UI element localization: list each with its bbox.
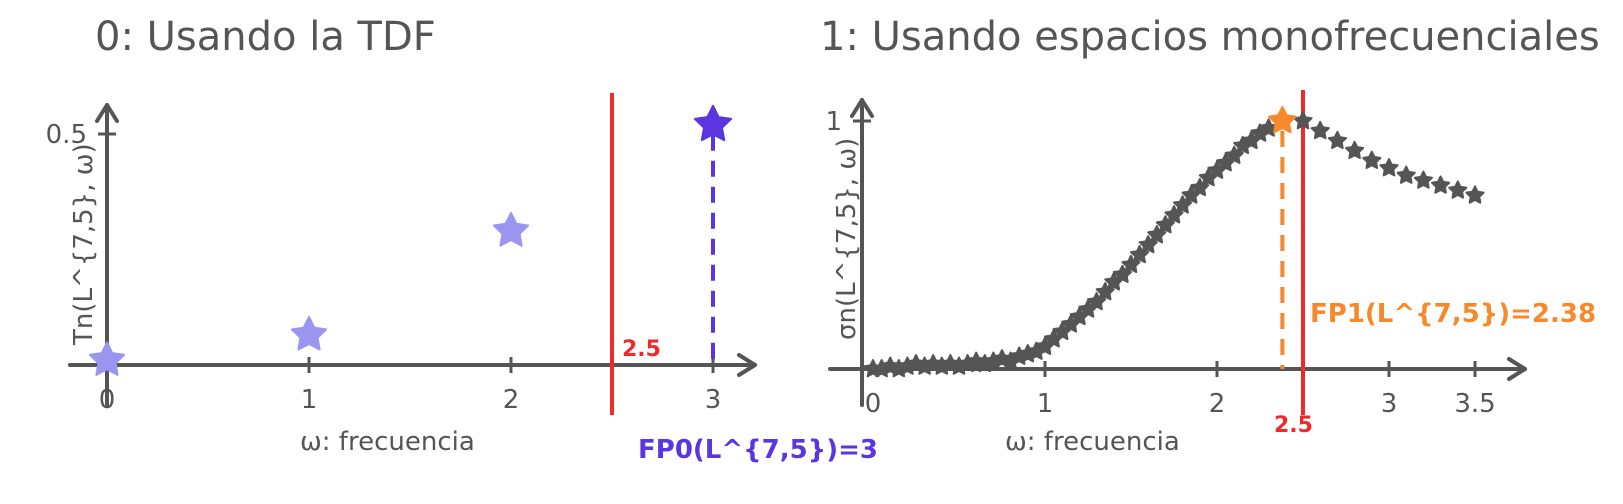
- chart-right-point: [1431, 175, 1451, 194]
- chart-left-title: 0: Usando la TDF: [95, 14, 436, 60]
- chart-right-point: [1164, 205, 1184, 224]
- chart-left-x-tick-label: 1: [301, 385, 318, 415]
- chart-right-y-tick-label: 1: [825, 107, 842, 137]
- chart-right-point: [1087, 292, 1107, 311]
- chart-right: 1: Usando espacios monofrecuenciales 0 1 2…: [820, 14, 1600, 457]
- chart-left-y-axis-label: Tn(L^{7,5}, ω): [69, 143, 99, 346]
- chart-left-x-axis-label: ω: frecuencia: [300, 427, 475, 457]
- chart-right-point: [1112, 264, 1132, 283]
- chart-left-threshold-label: 2.5: [622, 337, 661, 362]
- chart-right-point: [1173, 195, 1193, 214]
- chart-right-point: [1345, 140, 1365, 159]
- chart-left-marks: [88, 93, 733, 415]
- chart-right-annotation: FP1(L^{7,5})=2.38: [1310, 299, 1596, 329]
- chart-right-threshold-label: 2.5: [1274, 413, 1313, 438]
- chart-right-point: [1362, 150, 1382, 169]
- chart-left-point: [290, 316, 328, 351]
- chart-right-point: [1130, 244, 1150, 264]
- chart-right-point: [1138, 235, 1158, 254]
- chart-left-axes: 0 1 2 3 0.5: [46, 103, 757, 415]
- chart-left-x-tick-label: 2: [503, 385, 520, 415]
- chart-right-point: [1095, 282, 1115, 301]
- chart-left-x-arrowhead: [737, 353, 757, 377]
- chart-right-title: 1: Usando espacios monofrecuenciales: [820, 14, 1600, 60]
- chart-right-x-tick-label: 0: [865, 389, 882, 419]
- chart-right-x-tick-label: 2: [1209, 389, 1226, 419]
- chart-right-highlight-point: [1268, 106, 1297, 134]
- chart-right-x-axis-label: ω: frecuencia: [1005, 427, 1180, 457]
- chart-right-point: [1155, 215, 1175, 234]
- chart-right-point: [1147, 225, 1167, 244]
- chart-right-point: [1310, 120, 1330, 140]
- chart-left-y-tick-label: 0.5: [46, 120, 87, 150]
- chart-right-point: [1190, 178, 1210, 197]
- chart-right-y-arrowhead: [850, 98, 874, 118]
- chart-left-x-tick-label: 0: [99, 385, 116, 415]
- chart-right-point: [1465, 185, 1485, 204]
- chart-right-point: [1327, 130, 1347, 150]
- chart-left: 0: Usando la TDF 0 1 2 3 0.5 ω: frecuencia T…: [46, 14, 878, 465]
- chart-right-point: [1448, 180, 1468, 199]
- chart-right-point: [1379, 158, 1399, 177]
- chart-right-point: [1413, 170, 1433, 189]
- chart-right-y-axis-label: σn(L^{7,5}, ω): [832, 138, 862, 340]
- chart-right-point: [1293, 111, 1313, 130]
- chart-right-point: [1396, 165, 1416, 184]
- chart-right-x-tick-label: 1: [1037, 389, 1054, 419]
- chart-left-annotation: FP0(L^{7,5})=3: [638, 435, 878, 465]
- chart-right-x-tick-label: 3: [1381, 389, 1398, 419]
- chart-right-point: [1224, 145, 1244, 164]
- chart-right-marks: [863, 90, 1485, 415]
- chart-right-x-tick-label: 3.5: [1454, 389, 1495, 419]
- chart-left-y-arrowhead: [95, 103, 119, 123]
- chart-left-x-tick-label: 3: [705, 385, 722, 415]
- chart-right-x-arrowhead: [1507, 357, 1527, 381]
- chart-left-point: [88, 341, 126, 376]
- chart-right-point: [1121, 254, 1141, 274]
- chart-left-point: [492, 212, 530, 247]
- chart-left-highlight-point: [693, 104, 733, 142]
